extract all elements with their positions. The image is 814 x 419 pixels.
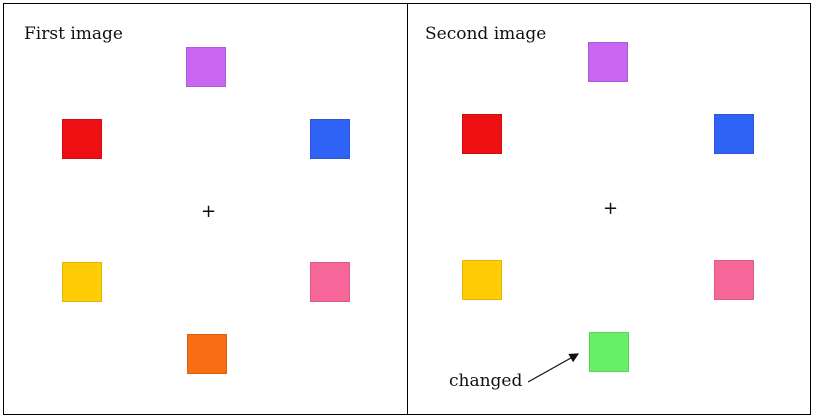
first-image-panel: First image +: [3, 3, 408, 415]
second-image-title: Second image: [425, 24, 547, 44]
lower-right-square: [310, 262, 350, 302]
lower-right-square: [714, 260, 754, 300]
upper-right-square: [310, 119, 350, 159]
fixation-cross: +: [201, 201, 217, 222]
upper-right-square: [714, 114, 754, 154]
top-square: [588, 42, 628, 82]
upper-left-square: [462, 114, 502, 154]
top-square: [186, 47, 226, 87]
bottom-square: [187, 334, 227, 374]
lower-left-square: [462, 260, 502, 300]
first-image-title: First image: [24, 24, 123, 44]
bottom-square-changed: [589, 332, 629, 372]
changed-arrow: [527, 353, 580, 383]
lower-left-square: [62, 262, 102, 302]
changed-label: changed: [449, 371, 523, 391]
upper-left-square: [62, 119, 102, 159]
second-image-panel: Second image + changed: [407, 3, 811, 415]
fixation-cross: +: [603, 198, 619, 219]
